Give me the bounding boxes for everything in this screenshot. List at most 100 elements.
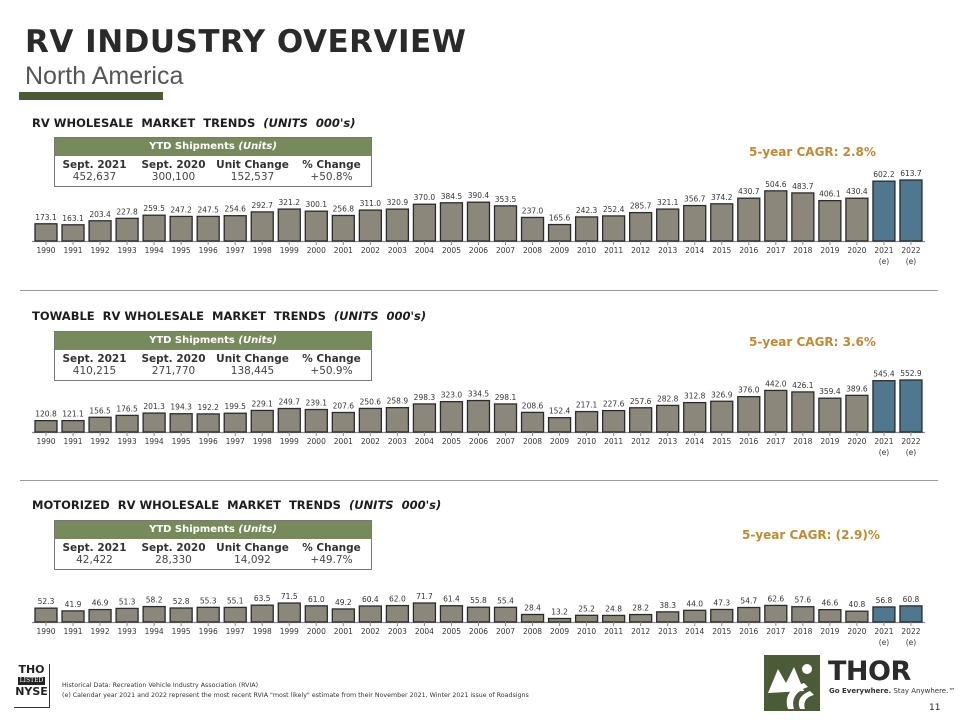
bar-value-label: 257.6 (630, 397, 652, 406)
page-title: RV INDUSTRY OVERVIEW (25, 24, 467, 60)
bar-2007 (493, 606, 518, 623)
bar-value-label: 199.5 (224, 402, 246, 411)
bar-value-label: 326.9 (711, 390, 733, 399)
x-tick-label: 2020 (847, 437, 866, 446)
x-tick-label: 1990 (36, 437, 55, 446)
x-tick-label: 2011 (604, 246, 623, 255)
bar-value-label: 359.4 (819, 387, 841, 396)
bar-1994 (142, 605, 166, 623)
bar-1998 (250, 604, 274, 623)
bar-value-label: 390.4 (468, 191, 490, 200)
bar-value-label: 227.6 (603, 400, 625, 409)
bar-value-label: 71.7 (416, 592, 433, 601)
x-tick-label: 2019 (820, 437, 839, 446)
bar-1993 (115, 607, 139, 623)
x-tick-label: 2006 (469, 246, 488, 255)
bar-value-label: 194.3 (170, 403, 192, 412)
footnote: Historical Data: Recreation Vehicle Indu… (62, 681, 529, 701)
bar-value-label: 442.0 (765, 379, 787, 388)
bar-value-label: 300.1 (306, 200, 328, 209)
bar-value-label: 247.2 (170, 205, 192, 214)
bar-2014 (683, 609, 707, 623)
ytd-value-pct-change: +49.7% (310, 554, 353, 566)
ytd-header-units: (Units) (238, 524, 277, 535)
bar-value-label: 61.4 (443, 595, 460, 604)
ytd-value-sept-2021: 410,215 (72, 365, 117, 377)
x-tick-label: 2000 (307, 627, 326, 636)
bar-2003 (385, 604, 410, 623)
x-tick-label: 2006 (469, 627, 488, 636)
bar-value-label: 384.5 (441, 192, 463, 201)
ytd-col-sept-2021: Sept. 2021 (62, 353, 127, 365)
ytd-table-header: YTD Shipments (Units) (55, 521, 371, 539)
x-tick-label: 2000 (307, 437, 326, 446)
x-tick-label: 1993 (118, 437, 137, 446)
ytd-value-unit-change: 14,092 (234, 554, 271, 566)
bar-value-label: 52.8 (173, 597, 190, 606)
x-tick-label: 2002 (361, 246, 380, 255)
bar-value-label: 207.6 (333, 401, 355, 410)
ytd-values-row: 452,637 300,100 152,537 +50.8% (55, 171, 371, 186)
section-title-main: RV WHOLESALE MARKET TRENDS (32, 116, 264, 130)
x-tick-label: 2022 (901, 437, 920, 446)
x-tick-label: 2004 (415, 627, 434, 636)
bar-value-label: 321.1 (657, 198, 679, 207)
x-tick-label: 2001 (334, 627, 353, 636)
ytd-col-sept-2020: Sept. 2020 (141, 159, 206, 171)
nyse-ticker: THO (18, 663, 45, 676)
chart-motorized-wholesale: 52.3 1990 41.9 1991 46.9 1992 51.3 1993 58.2 1994… (32, 592, 925, 647)
bar-1997 (223, 606, 247, 623)
x-tick-label: 1995 (172, 246, 191, 255)
x-tick-label: 1994 (145, 437, 164, 446)
bar-value-label: 237.0 (522, 206, 544, 215)
bar-value-label: 49.2 (335, 598, 352, 607)
x-tick-label: 1993 (118, 627, 137, 636)
x-tick-label: 1997 (226, 246, 245, 255)
ytd-table-rv-wholesale: YTD Shipments (Units) Sept. 2021 Sept. 2… (54, 137, 372, 187)
bar-value-label: 242.3 (576, 206, 598, 215)
x-tick-label: 2012 (631, 246, 650, 255)
bar-2017 (764, 604, 788, 623)
bar-value-label: 602.2 (873, 170, 895, 179)
x-tick-label: 2013 (658, 437, 677, 446)
bar-2006 (466, 606, 491, 623)
cagr-annotation-towable: 5-year CAGR: 3.6% (749, 335, 876, 349)
bar-value-label: 298.3 (414, 393, 436, 402)
bar-value-label: 376.0 (738, 386, 760, 395)
thor-logo-mark-icon (764, 655, 820, 711)
section-title-rv-wholesale: RV WHOLESALE MARKET TRENDS (UNITS 000's) (32, 116, 356, 130)
x-tick-label: 1995 (172, 627, 191, 636)
bar-2002 (358, 605, 383, 623)
bar-value-label: 58.2 (146, 596, 163, 605)
section-title-main: TOWABLE RV WHOLESALE MARKET TRENDS (32, 309, 334, 323)
ytd-value-sept-2021: 452,637 (72, 171, 117, 183)
x-tick-label: 1992 (91, 627, 110, 636)
ytd-col-sept-2021: Sept. 2021 (62, 542, 127, 554)
bar-value-label: 311.0 (360, 199, 382, 208)
section-title-units: (UNITS 000's) (333, 309, 427, 323)
bar-2001 (331, 608, 355, 623)
x-tick-label-estimate: (e) (906, 448, 917, 457)
ytd-value-pct-change: +50.8% (310, 171, 353, 183)
bar-value-label: 55.8 (470, 596, 487, 605)
nyse-listed-logo: THO LISTED NYSE (14, 664, 50, 708)
bar-2010 (574, 614, 599, 623)
x-tick-label: 2010 (577, 246, 596, 255)
x-tick-label: 2008 (523, 246, 542, 255)
bar-2016 (737, 606, 761, 623)
section-title-units: (UNITS 000's) (263, 116, 356, 130)
bar-1995 (169, 607, 193, 623)
bar-2013 (656, 611, 680, 623)
x-tick-label: 2014 (685, 627, 704, 636)
bar-value-label: 46.9 (92, 599, 109, 608)
x-tick-label: 2020 (847, 627, 866, 636)
ytd-value-sept-2020: 28,330 (155, 554, 192, 566)
x-tick-label: 1999 (280, 246, 299, 255)
ytd-col-unit-change: Unit Change (216, 353, 289, 365)
bar-value-label: 282.8 (657, 394, 679, 403)
x-tick-label: 2007 (496, 437, 515, 446)
bar-2005 (439, 605, 464, 623)
bar-2019 (818, 609, 842, 623)
section-divider (20, 480, 938, 481)
ytd-table-motorized: YTD Shipments (Units) Sept. 2021 Sept. 2… (54, 520, 372, 570)
